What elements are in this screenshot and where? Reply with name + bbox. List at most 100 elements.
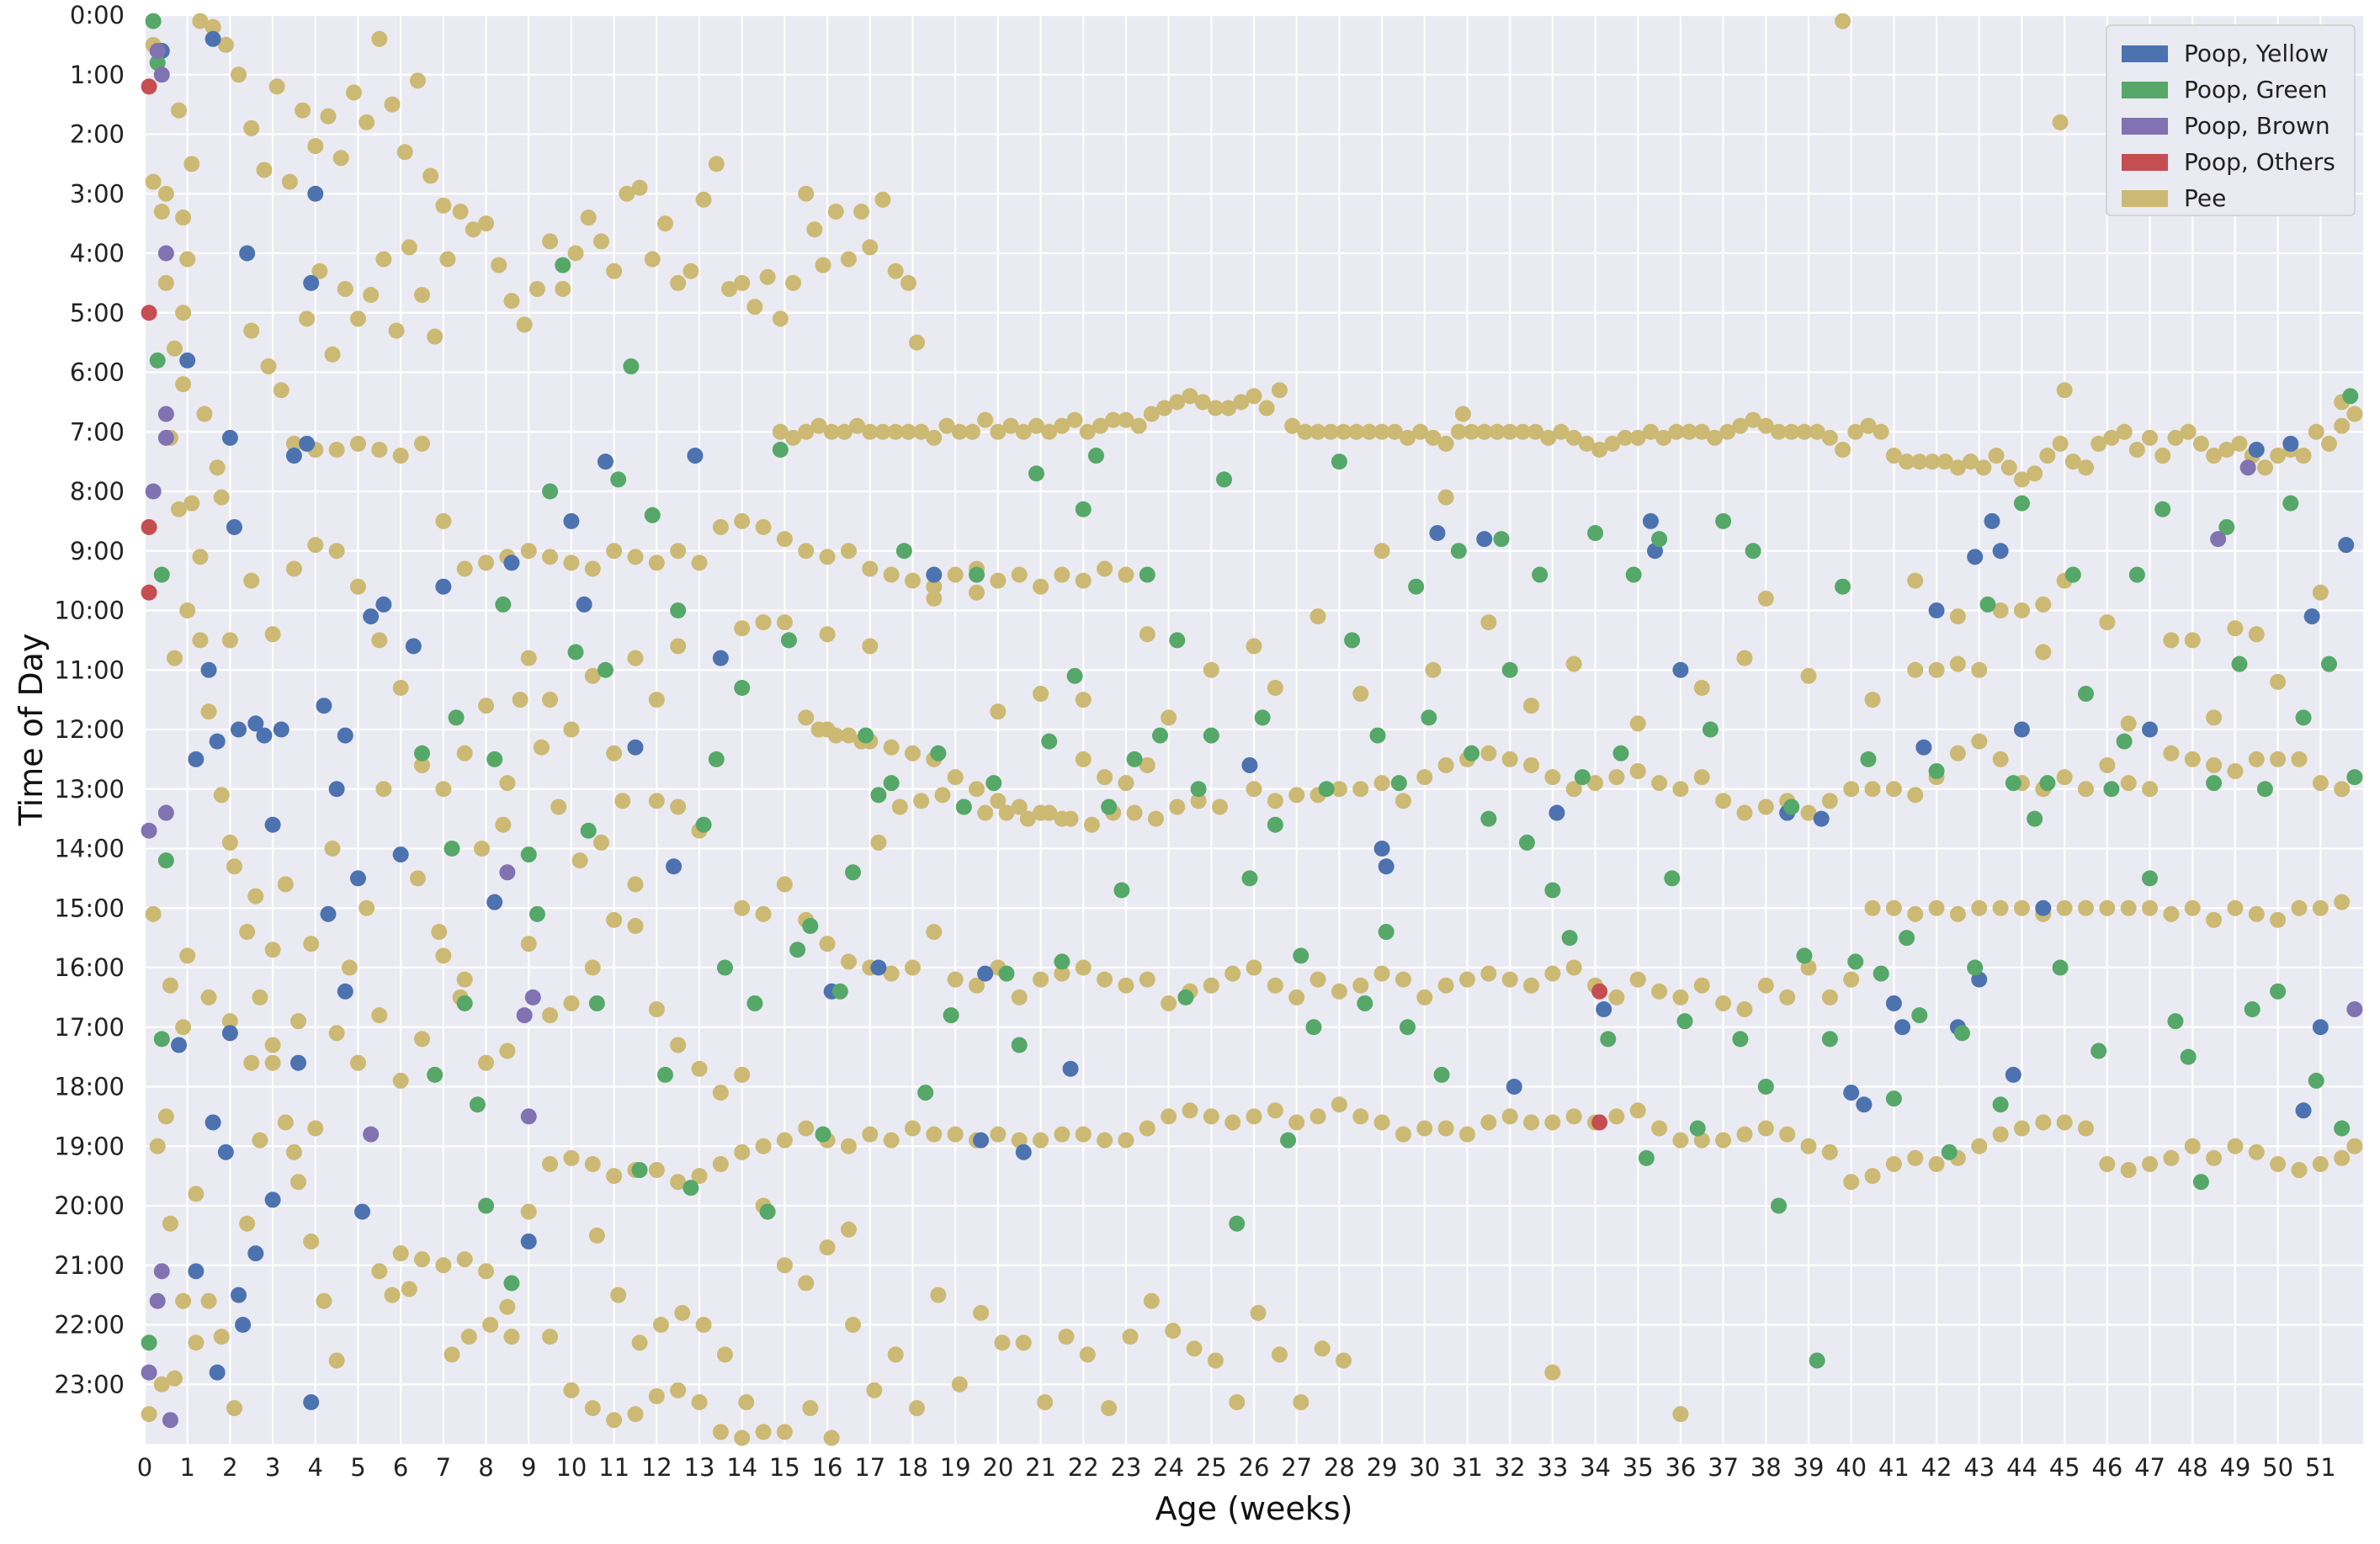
point-pee	[1971, 1138, 1988, 1154]
point-pee	[157, 185, 174, 202]
point-poop-yellow	[1062, 1060, 1079, 1077]
point-poop-green	[542, 483, 559, 500]
point-poop-green	[716, 959, 733, 976]
point-pee	[913, 793, 930, 809]
point-pee	[2099, 614, 2116, 631]
point-pee	[1139, 971, 1155, 988]
point-pee	[776, 1257, 793, 1274]
point-pee	[2099, 1155, 2116, 1172]
point-pee	[2227, 763, 2244, 780]
point-pee	[883, 965, 900, 982]
point-pee	[1310, 608, 1326, 625]
point-pee	[691, 1060, 708, 1077]
point-pee	[862, 239, 879, 256]
point-poop-yellow	[687, 448, 704, 464]
point-pee	[1971, 661, 1988, 678]
point-pee	[2013, 471, 2030, 488]
legend-label: Poop, Green	[2184, 76, 2328, 103]
point-pee	[145, 905, 162, 922]
point-poop-yellow	[1672, 661, 1689, 678]
point-pee	[2231, 435, 2248, 452]
point-poop-brown	[157, 429, 174, 446]
point-pee	[478, 215, 495, 232]
point-pee	[1821, 1143, 1838, 1160]
point-poop-green	[1501, 661, 1518, 678]
x-tick-labels: 0 1 2 3 4 5 6 7 8 9 10 11 12 13 14 15 16 17 18 19 20 21 22 23 24…	[137, 1453, 2336, 1482]
point-pee	[755, 905, 772, 922]
point-poop-green	[1847, 953, 1864, 970]
point-pee	[213, 489, 230, 506]
point-pee	[1617, 429, 1634, 446]
point-pee	[606, 1168, 623, 1185]
point-pee	[1075, 572, 1092, 589]
point-poop-green	[141, 1334, 157, 1351]
point-pee	[734, 1430, 751, 1446]
point-pee	[1719, 423, 1736, 440]
point-pee	[1310, 423, 1326, 440]
point-pee	[1054, 965, 1070, 982]
point-pee	[2291, 751, 2308, 767]
point-pee	[145, 173, 162, 190]
point-poop-green	[1702, 721, 1719, 738]
point-poop-green	[1433, 1066, 1450, 1083]
point-pee	[1779, 989, 1796, 1005]
point-pee	[435, 1257, 452, 1274]
point-pee	[188, 1186, 205, 1202]
point-pee	[977, 804, 994, 821]
point-pee	[853, 203, 870, 220]
point-pee	[606, 911, 623, 928]
point-pee	[542, 233, 559, 250]
point-pee	[1352, 1108, 1369, 1125]
point-pee	[520, 650, 537, 666]
point-pee	[1097, 769, 1113, 786]
point-pee	[1054, 417, 1070, 434]
point-pee	[1437, 489, 1454, 506]
point-poop-green	[1169, 632, 1186, 649]
point-pee	[285, 435, 302, 452]
point-pee	[1501, 423, 1518, 440]
point-pee	[1348, 423, 1365, 440]
point-pee	[157, 1108, 174, 1125]
point-pee	[1246, 1108, 1262, 1125]
point-poop-yellow	[205, 1114, 221, 1131]
point-pee	[1864, 1168, 1881, 1185]
point-poop-green	[1967, 959, 1984, 976]
point-pee	[2295, 448, 2312, 464]
point-poop-yellow	[503, 554, 520, 571]
point-pee	[183, 156, 200, 172]
point-pee	[900, 423, 916, 440]
point-pee	[1194, 394, 1211, 411]
point-poop-green	[1928, 763, 1945, 780]
point-pee	[273, 382, 290, 399]
point-pee	[1335, 423, 1352, 440]
x-tick-label: 1	[179, 1453, 194, 1482]
point-pee	[1058, 1329, 1075, 1345]
point-poop-green	[1066, 667, 1083, 684]
point-pee	[772, 423, 789, 440]
point-pee	[2035, 1114, 2052, 1131]
point-pee	[862, 638, 879, 655]
point-poop-green	[2128, 566, 2145, 583]
point-poop-yellow	[290, 1054, 306, 1071]
point-pee	[874, 423, 891, 440]
point-poop-green	[1745, 543, 1761, 560]
point-pee	[1211, 799, 1228, 815]
point-poop-green	[1054, 953, 1070, 970]
point-poop-green	[597, 661, 614, 678]
point-pee	[1642, 423, 1659, 440]
y-tick-label: 11:00	[54, 655, 125, 684]
point-pee	[243, 322, 260, 339]
point-pee	[1544, 965, 1561, 982]
point-pee	[153, 1376, 170, 1393]
point-pee	[1267, 1102, 1283, 1119]
point-pee	[414, 756, 430, 773]
point-poop-yellow	[666, 858, 683, 875]
point-poop-green	[1899, 930, 1915, 947]
point-pee	[1399, 429, 1416, 446]
point-pee	[592, 834, 609, 851]
point-poop-green	[1203, 727, 1219, 744]
point-pee	[1715, 793, 1732, 809]
point-pee	[947, 1126, 964, 1143]
point-pee	[887, 263, 904, 279]
point-pee	[648, 793, 665, 809]
